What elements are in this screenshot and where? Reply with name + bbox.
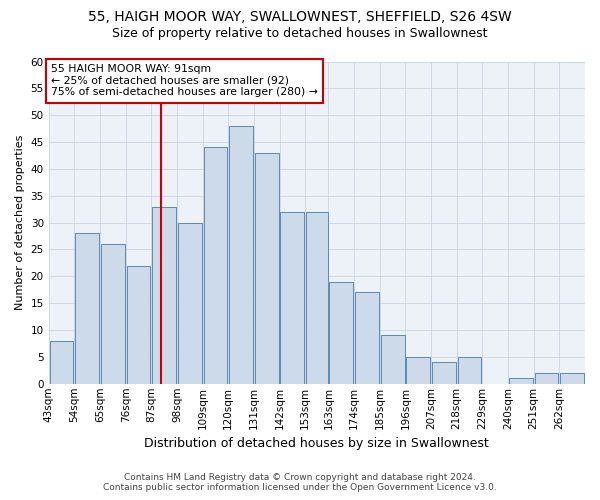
- X-axis label: Distribution of detached houses by size in Swallownest: Distribution of detached houses by size …: [145, 437, 489, 450]
- Bar: [152, 206, 176, 384]
- Bar: [306, 212, 328, 384]
- Bar: [458, 357, 481, 384]
- Bar: [255, 153, 278, 384]
- Bar: [381, 336, 404, 384]
- Bar: [101, 244, 125, 384]
- Bar: [406, 357, 430, 384]
- Text: 55 HAIGH MOOR WAY: 91sqm
← 25% of detached houses are smaller (92)
75% of semi-d: 55 HAIGH MOOR WAY: 91sqm ← 25% of detach…: [51, 64, 318, 98]
- Text: Contains HM Land Registry data © Crown copyright and database right 2024.
Contai: Contains HM Land Registry data © Crown c…: [103, 473, 497, 492]
- Text: Size of property relative to detached houses in Swallownest: Size of property relative to detached ho…: [112, 28, 488, 40]
- Bar: [50, 341, 73, 384]
- Bar: [355, 292, 379, 384]
- Bar: [280, 212, 304, 384]
- Y-axis label: Number of detached properties: Number of detached properties: [15, 135, 25, 310]
- Bar: [178, 222, 202, 384]
- Bar: [509, 378, 533, 384]
- Bar: [75, 234, 99, 384]
- Text: 55, HAIGH MOOR WAY, SWALLOWNEST, SHEFFIELD, S26 4SW: 55, HAIGH MOOR WAY, SWALLOWNEST, SHEFFIE…: [88, 10, 512, 24]
- Bar: [432, 362, 456, 384]
- Bar: [229, 126, 253, 384]
- Bar: [329, 282, 353, 384]
- Bar: [560, 373, 584, 384]
- Bar: [535, 373, 559, 384]
- Bar: [203, 148, 227, 384]
- Bar: [127, 266, 151, 384]
